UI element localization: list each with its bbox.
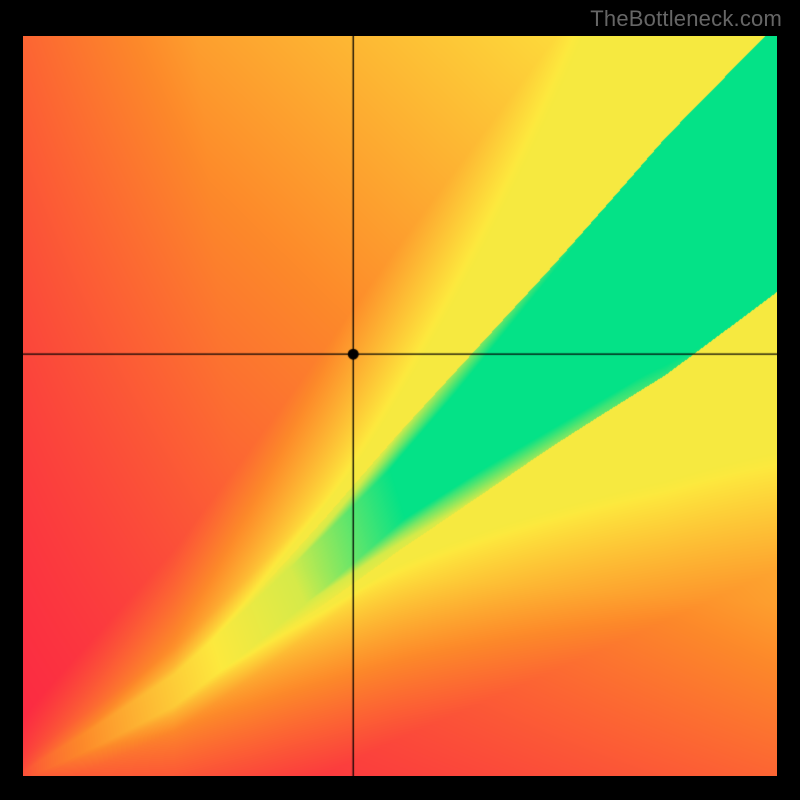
crosshair-overlay — [23, 36, 777, 776]
watermark-text: TheBottleneck.com — [590, 6, 782, 32]
chart-container: TheBottleneck.com — [0, 0, 800, 800]
